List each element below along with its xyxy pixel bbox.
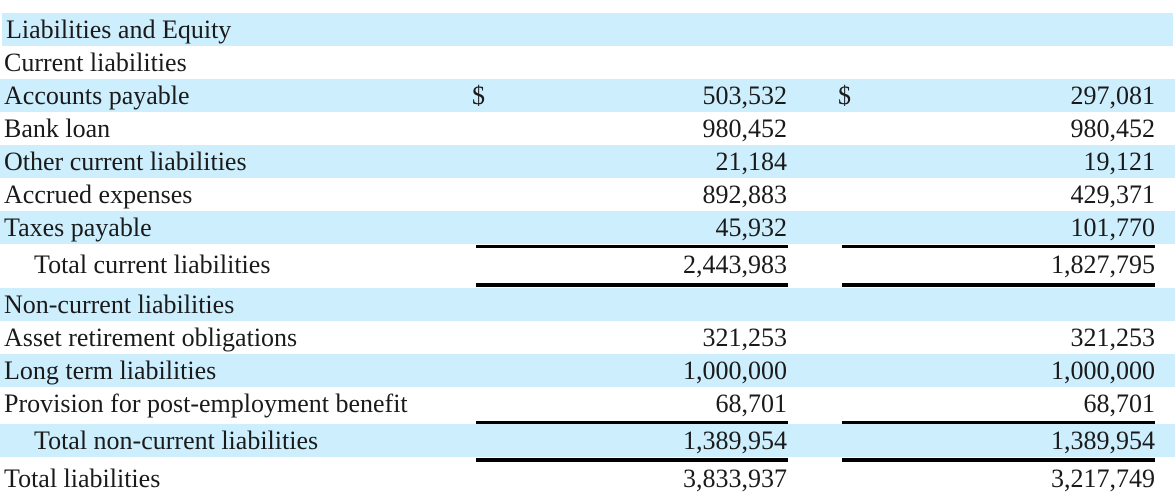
subtotal-rule-bottom-col1 <box>476 283 788 287</box>
value-col1: 2,443,983 <box>683 250 787 279</box>
table-row-total: Total non-current liabilities 1,389,954 … <box>0 424 1175 457</box>
table-row: Taxes payable 45,932 101,770 <box>0 211 1175 244</box>
total-rule-bottom-col1 <box>476 458 788 462</box>
row-label: Long term liabilities <box>4 356 217 385</box>
row-label: Accrued expenses <box>4 180 193 209</box>
value-col1: 1,000,000 <box>683 356 787 385</box>
row-label: Asset retirement obligations <box>4 323 298 352</box>
value-col1: 321,253 <box>702 323 788 352</box>
value-col2: 321,253 <box>1070 323 1156 352</box>
value-col2: 68,701 <box>1083 389 1156 418</box>
currency-symbol: $ <box>472 81 485 110</box>
table-row-total: Total current liabilities 2,443,983 1,82… <box>0 248 1175 281</box>
section-heading: Liabilities and Equity <box>6 15 232 44</box>
table-row: Accounts payable $ 503,532 $ 297,081 <box>0 79 1175 112</box>
value-col1: 892,883 <box>702 180 788 209</box>
total-rule-bottom-col2 <box>842 458 1155 462</box>
value-col2: 429,371 <box>1070 180 1156 209</box>
table-row: Asset retirement obligations 321,253 321… <box>0 321 1175 354</box>
value-col1: 1,389,954 <box>683 426 787 455</box>
currency-symbol: $ <box>838 81 851 110</box>
value-col2: 1,827,795 <box>1051 250 1155 279</box>
subtotal-rule-top-col2 <box>842 245 1155 248</box>
value-col2: 297,081 <box>1070 81 1156 110</box>
section-heading: Non-current liabilities <box>4 290 235 319</box>
table-row: Non-current liabilities <box>0 288 1175 321</box>
table-row: Accrued expenses 892,883 429,371 <box>0 178 1175 211</box>
row-label: Total non-current liabilities <box>34 426 319 455</box>
value-col1: 980,452 <box>702 114 788 143</box>
row-label: Other current liabilities <box>4 147 247 176</box>
total-rule-top-col2 <box>842 421 1155 424</box>
table-row-grand-total: Total liabilities 3,833,937 3,217,749 <box>0 462 1175 495</box>
value-col2: 19,121 <box>1083 147 1156 176</box>
section-heading: Current liabilities <box>4 48 187 77</box>
table-row: Current liabilities <box>0 46 1175 79</box>
value-col1: 3,833,937 <box>683 464 787 493</box>
value-col1: 503,532 <box>702 81 788 110</box>
row-label: Provision for post-employment benefit <box>4 389 408 418</box>
total-rule-top-col1 <box>476 421 788 424</box>
value-col2: 101,770 <box>1070 213 1156 242</box>
value-col2: 980,452 <box>1070 114 1156 143</box>
row-label: Bank loan <box>4 114 111 143</box>
subtotal-rule-top-col1 <box>476 245 788 248</box>
value-col2: 1,389,954 <box>1051 426 1155 455</box>
value-col2: 1,000,000 <box>1051 356 1155 385</box>
table-row: Provision for post-employment benefit 68… <box>0 387 1175 420</box>
table-row: Long term liabilities 1,000,000 1,000,00… <box>0 354 1175 387</box>
table-row: Other current liabilities 21,184 19,121 <box>0 145 1175 178</box>
table-row: Bank loan 980,452 980,452 <box>0 112 1175 145</box>
row-label: Accounts payable <box>4 81 190 110</box>
value-col1: 68,701 <box>715 389 788 418</box>
row-label: Taxes payable <box>4 213 152 242</box>
subtotal-rule-bottom-col2 <box>842 283 1155 287</box>
value-col1: 21,184 <box>715 147 788 176</box>
value-col1: 45,932 <box>715 213 788 242</box>
row-label: Total current liabilities <box>34 250 271 279</box>
table-row: Liabilities and Equity <box>2 13 1173 46</box>
value-col2: 3,217,749 <box>1051 464 1155 493</box>
row-label: Total liabilities <box>4 464 161 493</box>
